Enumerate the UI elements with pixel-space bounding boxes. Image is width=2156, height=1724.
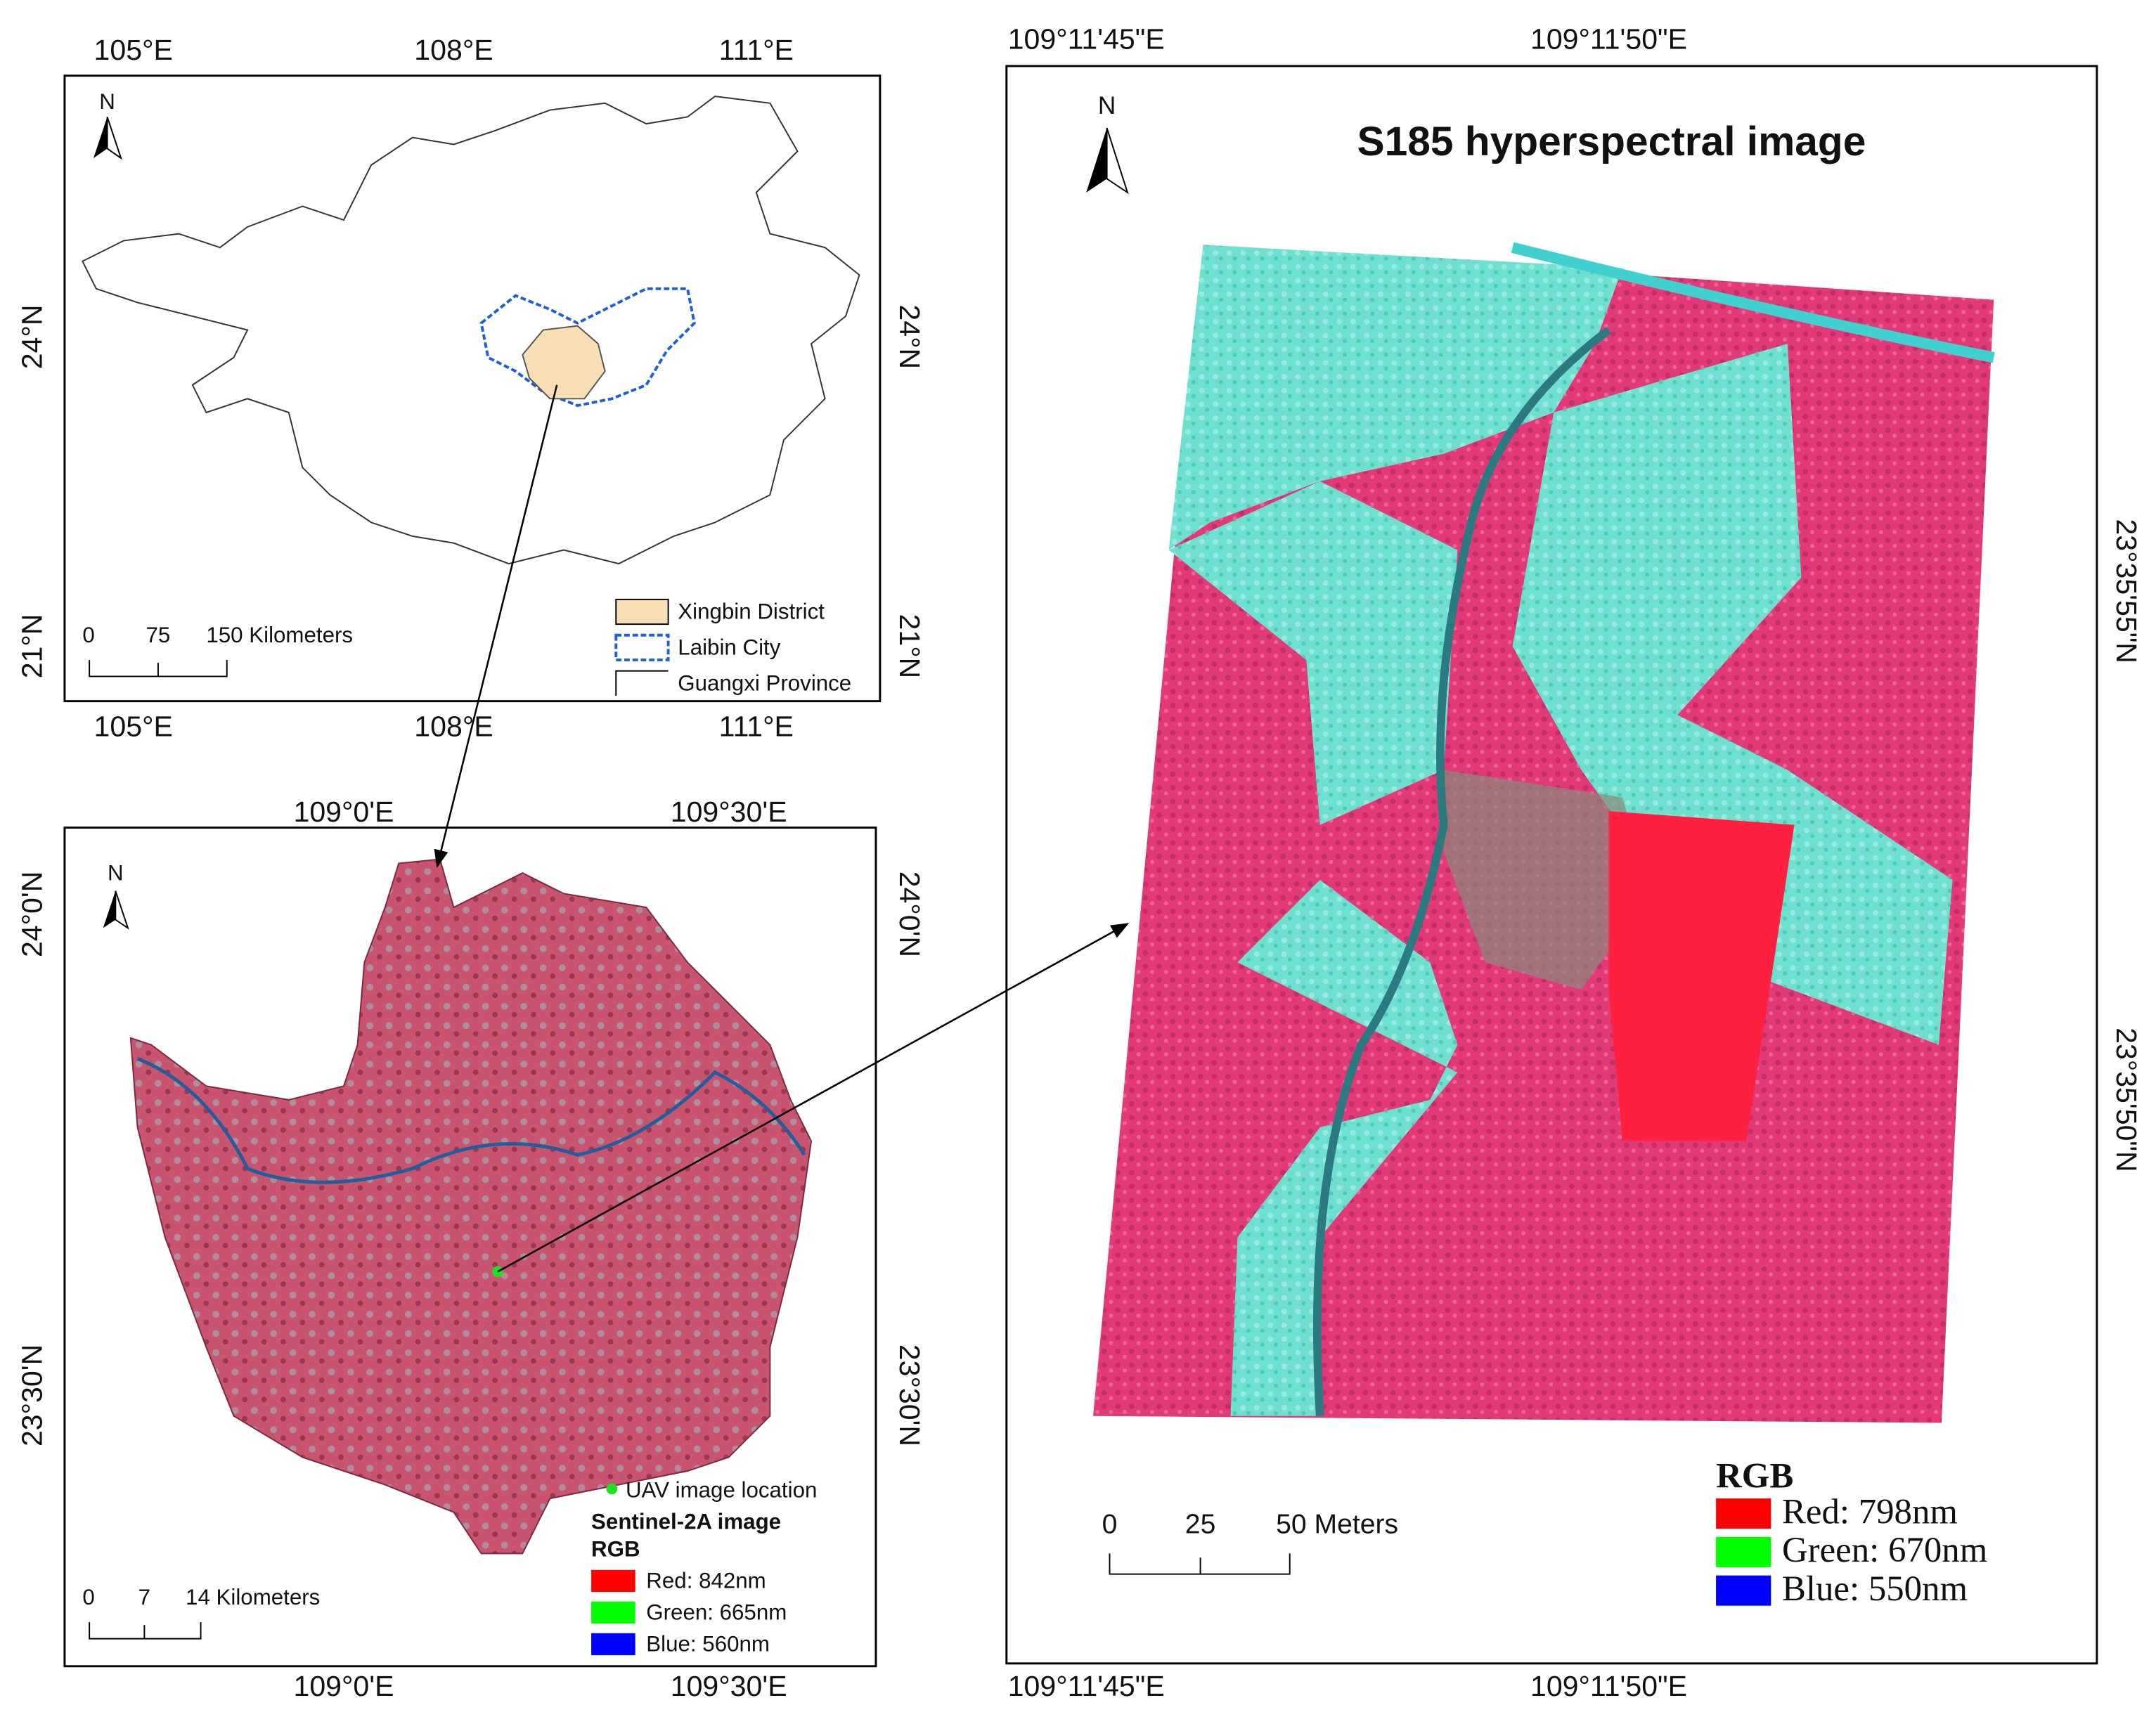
province-panel: N [63, 74, 882, 703]
vegetation-patch [1230, 879, 1458, 1416]
lat-label: 24°0'N [16, 871, 49, 957]
lat-label: 21°N [893, 614, 926, 679]
vegetation-patch [1512, 344, 1953, 1045]
lat-label: 24°N [893, 304, 926, 369]
north-label: N [1098, 92, 1116, 119]
scale-label: 7 [138, 1585, 150, 1609]
north-label: N [99, 89, 115, 114]
laibin-outline [479, 287, 696, 408]
legend-subtitle: RGB [591, 1537, 640, 1562]
legend-swatch [591, 1569, 635, 1593]
lat-label: 24°0'N [893, 871, 926, 957]
lat-label: 23°30'N [893, 1344, 926, 1446]
lon-label: 108°E [414, 34, 493, 66]
scale-label: 0 [82, 1585, 94, 1609]
lat-label: 23°30'N [16, 1344, 49, 1446]
legend-swatch [615, 598, 669, 626]
link-arrow [434, 384, 558, 868]
lon-label: 105°E [94, 711, 173, 743]
river [1312, 326, 1612, 1417]
legend-label: Blue: 560nm [646, 1632, 770, 1657]
legend-swatch [615, 670, 669, 696]
scale-label: 25 [1185, 1510, 1216, 1540]
scale-label: 0 [1102, 1510, 1118, 1540]
lon-label: 109°11'50"E [1530, 23, 1687, 56]
lon-label: 109°30'E [671, 1670, 787, 1702]
sentinel-panel: N [63, 827, 877, 1668]
link-arrow [497, 923, 1130, 1273]
xingbin-area [522, 325, 606, 400]
lon-label: 109°11'50"E [1530, 1670, 1687, 1702]
forest-patch [1608, 811, 1795, 1141]
lon-label: 105°E [94, 34, 173, 66]
lat-label: 21°N [16, 614, 49, 679]
scale-bar [89, 659, 228, 678]
legend-label: Guangxi Province [678, 670, 851, 695]
legend-label: UAV image location [626, 1478, 817, 1503]
north-arrow [93, 117, 108, 159]
lon-label: 109°11'45"E [1008, 23, 1165, 56]
north-arrow [1106, 127, 1129, 195]
scale-label: 14 Kilometers [186, 1585, 320, 1609]
guangxi-outline [82, 95, 860, 565]
lon-label: 109°11'45"E [1008, 1670, 1165, 1702]
scale-bar [1109, 1553, 1291, 1575]
legend-label: Xingbin District [678, 599, 825, 624]
vegetation-patch [1168, 245, 1623, 550]
legend-swatch [1716, 1498, 1771, 1529]
lon-label: 108°E [414, 711, 493, 743]
legend-label: Green: 665nm [646, 1600, 787, 1625]
lat-label: 23°35'55"N [2110, 519, 2143, 663]
north-arrow [106, 117, 122, 160]
lon-label: 109°30'E [671, 796, 787, 828]
north-arrow [1086, 127, 1107, 193]
uav-panel: N S185 hyperspectral image [1005, 65, 2098, 1665]
sentinel-image [129, 858, 813, 1555]
north-label: N [108, 860, 124, 885]
legend-title: Sentinel-2A image [591, 1510, 781, 1534]
legend-swatch [1716, 1575, 1771, 1606]
map-title: S185 hyperspectral image [1357, 119, 1866, 164]
lon-label: 109°0'E [293, 796, 394, 828]
legend-swatch [591, 1633, 635, 1656]
scale-label: 50 Meters [1276, 1510, 1398, 1540]
lon-label: 111°E [719, 711, 794, 743]
legend-title: RGB [1716, 1456, 1793, 1495]
scale-label: 75 [146, 623, 171, 647]
scale-label: 0 [82, 623, 94, 647]
legend-swatch [606, 1483, 618, 1495]
legend-label: Blue: 550nm [1782, 1569, 1968, 1608]
scale-bar [89, 1622, 202, 1640]
legend-swatch [1716, 1536, 1771, 1567]
legend-label: Green: 670nm [1782, 1530, 1987, 1569]
vegetation-patch [1168, 481, 1458, 825]
lon-label: 111°E [719, 34, 794, 66]
river [1511, 242, 1995, 363]
legend-label: Red: 798nm [1782, 1491, 1958, 1531]
legend-swatch [591, 1601, 635, 1624]
lat-label: 24°N [16, 304, 49, 369]
legend-swatch [614, 633, 670, 661]
bare-field [1443, 770, 1651, 990]
legend-label: Red: 842nm [646, 1569, 766, 1593]
panel-frame [63, 74, 882, 703]
legend-label: Laibin City [678, 635, 780, 660]
north-arrow [115, 890, 129, 930]
river [136, 1056, 806, 1184]
scale-label: 150 Kilometers [206, 623, 353, 647]
lon-label: 109°0'E [293, 1670, 394, 1702]
lat-label: 23°35'50"N [2110, 1028, 2143, 1172]
